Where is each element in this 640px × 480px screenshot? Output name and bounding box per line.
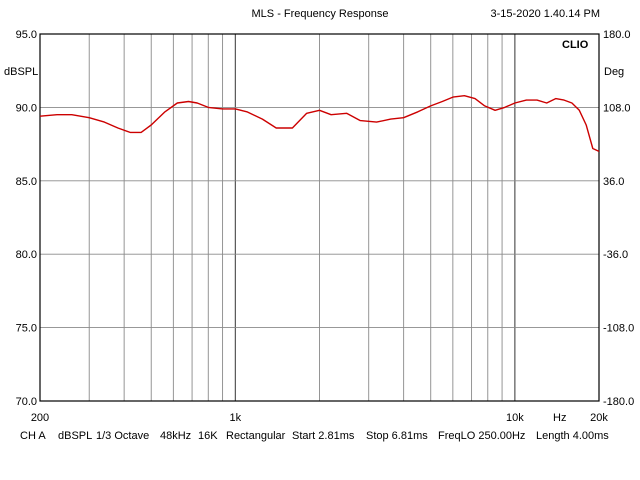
y2-tick-label: -180.0 xyxy=(603,396,634,408)
footer-setting: dBSPL xyxy=(58,430,93,442)
y2-tick-label: -36.0 xyxy=(603,249,628,261)
brand-label: CLIO xyxy=(562,39,589,51)
footer-setting: 16K xyxy=(198,430,218,442)
footer-setting: Length 4.00ms xyxy=(536,430,609,442)
y-tick-label: 70.0 xyxy=(16,396,37,408)
y2-tick-label: 108.0 xyxy=(603,102,631,114)
y-tick-label: 85.0 xyxy=(16,176,37,188)
y2-tick-label: -108.0 xyxy=(603,323,634,335)
x-unit-label: Hz xyxy=(553,412,567,424)
y-tick-label: 95.0 xyxy=(16,29,37,41)
footer-setting: 1/3 Octave xyxy=(96,430,150,442)
y-tick-label: 75.0 xyxy=(16,323,37,335)
timestamp: 3-15-2020 1.40.14 PM xyxy=(490,8,600,20)
y2-axis-label: Deg xyxy=(604,66,625,78)
footer-setting: FreqLO 250.00Hz xyxy=(438,430,526,442)
x-tick-label: 1k xyxy=(230,412,242,424)
x-tick-label: 200 xyxy=(31,412,49,424)
y2-tick-label: 36.0 xyxy=(603,176,624,188)
y2-tick-label: 180.0 xyxy=(603,29,631,41)
footer-setting: 48kHz xyxy=(160,430,192,442)
y-tick-label: 90.0 xyxy=(16,102,37,114)
x-tick-label: 20k xyxy=(590,412,608,424)
footer-setting: Rectangular xyxy=(226,430,286,442)
chart-title: MLS - Frequency Response xyxy=(251,8,389,20)
footer-setting: Stop 6.81ms xyxy=(366,430,428,442)
footer-setting: Start 2.81ms xyxy=(292,430,355,442)
plot-frame xyxy=(39,33,600,402)
x-tick-label: 10k xyxy=(506,412,524,424)
y-axis-label: dBSPL xyxy=(4,66,39,78)
y-tick-label: 80.0 xyxy=(16,249,37,261)
response-curve xyxy=(39,94,600,153)
footer-setting: CH A xyxy=(20,430,46,442)
